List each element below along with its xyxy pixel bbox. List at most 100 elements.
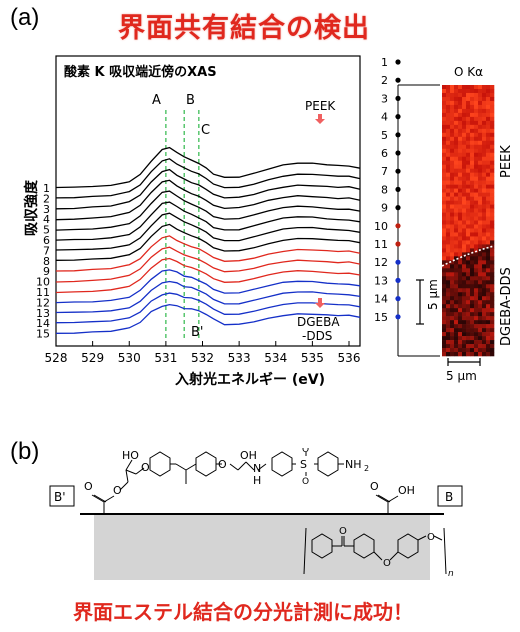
xas-trace-label: 5	[43, 224, 50, 237]
map-row-dot	[395, 223, 401, 229]
map-row-dot	[395, 150, 401, 156]
xas-trace-label: 9	[43, 265, 50, 278]
acid-oh-label: OH	[398, 484, 415, 497]
oh-label: OH	[240, 449, 257, 462]
peek-top-label: PEEK	[305, 99, 336, 113]
map-row-dot	[395, 114, 401, 120]
banner-title: 界面共有結合の検出	[118, 13, 370, 44]
xas-trace-label: 11	[36, 286, 50, 299]
xas-tick-label: 532	[191, 351, 214, 365]
interface-boundary	[441, 245, 495, 267]
map-title: O Kα	[454, 65, 483, 79]
map-row-label: 3	[381, 92, 388, 105]
ester-o-single: O	[113, 484, 122, 497]
peek-surface	[94, 514, 430, 580]
guide-label-bprime: B'	[191, 325, 204, 340]
map-row-label: 15	[374, 311, 388, 324]
map-row-dot	[395, 168, 401, 174]
map-row-label: 13	[374, 274, 388, 287]
peek-ether-o-1: O	[383, 558, 391, 569]
xas-tick-label: 533	[228, 351, 251, 365]
ether-box	[49, 485, 75, 507]
map-row-dot	[395, 241, 401, 247]
scalebar-vertical-label: 5 μm	[426, 279, 440, 310]
down-arrow-icon	[315, 298, 325, 308]
ester-o-double: O	[84, 480, 93, 493]
map-row-label: 2	[381, 74, 388, 87]
xas-trace-7	[55, 212, 361, 251]
xas-tick-label: 530	[118, 351, 141, 365]
amine-label: NH	[345, 458, 362, 471]
repeat-n: n	[448, 569, 454, 579]
scalebar-horizontal-label: 5 μm	[446, 369, 477, 383]
map-row-dot	[395, 95, 401, 101]
xas-trace-1	[55, 146, 361, 189]
xas-tick-label: 528	[45, 351, 68, 365]
map-row-label: 12	[374, 256, 388, 269]
xas-trace-3	[55, 168, 361, 210]
xas-ylabel: 吸収強度	[23, 179, 40, 236]
map-dgeba-label: DGEBA-DDS	[499, 267, 514, 346]
map-row-dot	[395, 132, 401, 138]
map-row-dot	[395, 59, 401, 65]
panel-b-label: (b)	[10, 438, 40, 465]
nh-n: N	[253, 462, 261, 475]
guide-label-b: B	[186, 93, 195, 108]
map-row-label: 8	[381, 183, 388, 196]
xas-trace-label: 6	[43, 234, 50, 247]
map-heatmap	[442, 85, 495, 357]
map-row-dot	[395, 314, 401, 320]
xas-title: 酸素 K 吸収端近傍のXAS	[64, 64, 217, 80]
map-row-dot	[395, 186, 401, 192]
xas-tick-label: 531	[154, 351, 177, 365]
ketone-o: O	[339, 526, 347, 537]
xas-trace-6	[55, 201, 361, 241]
xas-frame	[55, 55, 361, 347]
acid-box	[437, 485, 463, 507]
map-row-dot	[395, 77, 401, 83]
dgeba-label-line1: DGEBA	[297, 315, 340, 329]
xas-trace-5	[55, 190, 361, 231]
ether-box-label: B'	[54, 490, 66, 504]
ho-label: HO	[122, 449, 139, 462]
xas-trace-8	[55, 223, 361, 261]
xas-trace-label: 3	[43, 203, 50, 216]
amine-subscript: 2	[364, 464, 369, 473]
map-row-label: 7	[381, 165, 388, 178]
map-row-dot	[395, 205, 401, 211]
xas-trace-2	[55, 158, 361, 199]
xas-tick-label: 529	[81, 351, 104, 365]
peak-label-c: C	[201, 123, 210, 138]
xas-trace-label: 14	[36, 317, 50, 330]
xas-xlabel: 入射光エネルギー (eV)	[175, 371, 325, 388]
map-row-label: 1	[381, 56, 388, 69]
map-row-dot	[395, 259, 401, 265]
map-row-label: 5	[381, 129, 388, 142]
xas-trace-label: 7	[43, 244, 50, 257]
xas-trace-label: 8	[43, 255, 50, 268]
map-row-label: 11	[374, 238, 388, 251]
sulfonyl-o-top: O	[302, 448, 309, 455]
panel-a-label: (a)	[10, 4, 40, 31]
xas-trace-label: 12	[36, 296, 50, 309]
xas-trace-9	[55, 235, 361, 272]
map-row-dot	[395, 296, 401, 302]
ether-o-2: O	[218, 458, 227, 471]
xas-trace-12	[55, 269, 361, 304]
up-arrow-icon	[315, 114, 325, 124]
xas-trace-label: 13	[36, 307, 50, 320]
footer-title: 界面エステル結合の分光計測に成功！	[73, 600, 413, 624]
sulfur-label: S	[300, 458, 307, 471]
map-row-label: 14	[374, 293, 388, 306]
map-row-label: 9	[381, 202, 388, 215]
peek-ether-o-2: O	[427, 532, 435, 543]
xas-trace-label: 4	[43, 213, 50, 226]
map-row-label: 10	[374, 220, 388, 233]
map-peek-label: PEEK	[499, 145, 514, 178]
xas-trace-label: 15	[36, 328, 50, 341]
xas-trace-15	[55, 303, 361, 334]
map-row-label: 4	[381, 111, 388, 124]
sulfonyl-o-bottom: O	[302, 477, 309, 487]
xas-trace-label: 1	[43, 182, 50, 195]
